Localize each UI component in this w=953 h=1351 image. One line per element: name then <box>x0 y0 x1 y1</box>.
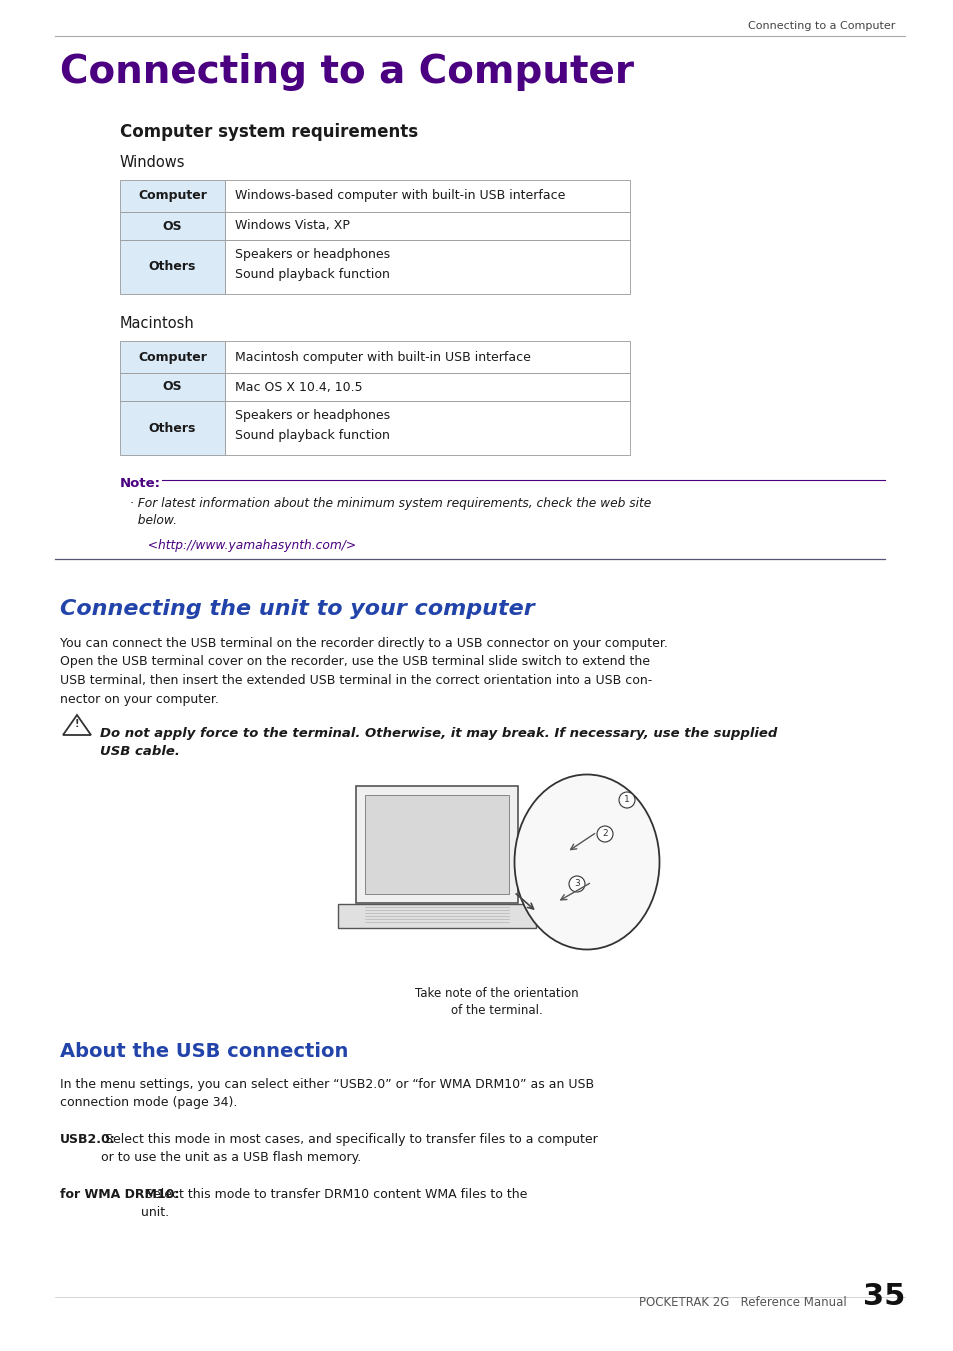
Text: Windows: Windows <box>120 155 185 170</box>
Text: Do not apply force to the terminal. Otherwise, it may break. If necessary, use t: Do not apply force to the terminal. Othe… <box>100 727 777 758</box>
Text: Computer system requirements: Computer system requirements <box>120 123 417 141</box>
Bar <box>225 240 629 295</box>
Text: <http://www.yamahasynth.com/>: <http://www.yamahasynth.com/> <box>140 539 355 553</box>
Text: Macintosh computer with built-in USB interface: Macintosh computer with built-in USB int… <box>234 350 530 363</box>
Bar <box>225 373 629 401</box>
Text: In the menu settings, you can select either “USB2.0” or “for WMA DRM10” as an US: In the menu settings, you can select eit… <box>60 1078 594 1109</box>
Bar <box>225 401 629 455</box>
Text: Note:: Note: <box>120 477 161 490</box>
Text: Select this mode in most cases, and specifically to transfer files to a computer: Select this mode in most cases, and spec… <box>100 1133 597 1165</box>
Text: Sound playback function: Sound playback function <box>234 430 390 442</box>
Text: Connecting to a Computer: Connecting to a Computer <box>747 22 894 31</box>
Circle shape <box>568 875 584 892</box>
Ellipse shape <box>514 774 659 950</box>
Text: · For latest information about the minimum system requirements, check the web si: · For latest information about the minim… <box>130 497 651 527</box>
Bar <box>365 794 509 894</box>
Bar <box>120 340 225 373</box>
Text: Others: Others <box>149 422 196 435</box>
Text: Windows-based computer with built-in USB interface: Windows-based computer with built-in USB… <box>234 189 565 203</box>
Bar <box>225 212 629 240</box>
Circle shape <box>597 825 613 842</box>
Bar <box>120 212 225 240</box>
FancyBboxPatch shape <box>355 786 517 902</box>
Text: POCKETRAK 2G   Reference Manual: POCKETRAK 2G Reference Manual <box>639 1296 846 1309</box>
Text: OS: OS <box>163 219 182 232</box>
Text: Others: Others <box>149 261 196 273</box>
Text: About the USB connection: About the USB connection <box>60 1042 348 1061</box>
Text: USB2.0:: USB2.0: <box>60 1133 115 1146</box>
FancyBboxPatch shape <box>337 904 536 928</box>
Bar <box>120 240 225 295</box>
Bar <box>120 180 225 212</box>
Text: 3: 3 <box>574 880 579 889</box>
Bar <box>225 180 629 212</box>
Bar <box>225 340 629 373</box>
Bar <box>120 401 225 455</box>
Text: 1: 1 <box>623 796 629 804</box>
Text: Speakers or headphones: Speakers or headphones <box>234 249 390 261</box>
Text: Macintosh: Macintosh <box>120 316 194 331</box>
Text: Select this mode to transfer DRM10 content WMA files to the
unit.: Select this mode to transfer DRM10 conte… <box>141 1188 527 1219</box>
Text: OS: OS <box>163 381 182 393</box>
Text: Computer: Computer <box>138 189 207 203</box>
Text: Connecting the unit to your computer: Connecting the unit to your computer <box>60 598 535 619</box>
Text: Sound playback function: Sound playback function <box>234 267 390 281</box>
Circle shape <box>618 792 635 808</box>
Text: 2: 2 <box>601 830 607 839</box>
Bar <box>120 373 225 401</box>
Text: Connecting to a Computer: Connecting to a Computer <box>60 53 634 91</box>
Text: Speakers or headphones: Speakers or headphones <box>234 409 390 422</box>
Text: 35: 35 <box>862 1282 904 1310</box>
Text: for WMA DRM10:: for WMA DRM10: <box>60 1188 179 1201</box>
Text: You can connect the USB terminal on the recorder directly to a USB connector on : You can connect the USB terminal on the … <box>60 638 667 705</box>
Text: Mac OS X 10.4, 10.5: Mac OS X 10.4, 10.5 <box>234 381 362 393</box>
Text: Windows Vista, XP: Windows Vista, XP <box>234 219 350 232</box>
Text: Computer: Computer <box>138 350 207 363</box>
Text: !: ! <box>74 719 79 730</box>
Text: Take note of the orientation
of the terminal.: Take note of the orientation of the term… <box>415 988 578 1017</box>
